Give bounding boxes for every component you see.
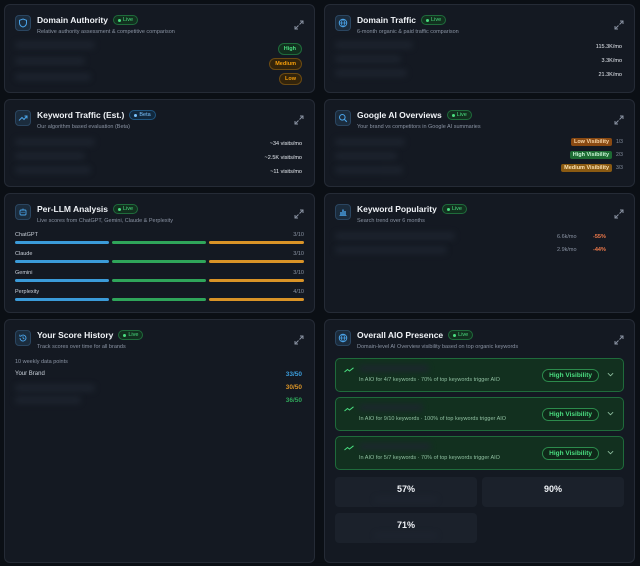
aio-row: Medium Visibility 3/3 [561,164,624,172]
card-subtitle: Search trend over 6 months [357,218,425,224]
card-title: Per-LLM Analysis [37,204,109,214]
aio-row-desc: In AIO for 5/7 keywords · 70% of top key… [359,455,500,461]
aio-stat-value: 90% [543,484,562,494]
llm-score: 4/10 [293,289,304,295]
score-value: 33/50 [285,371,302,378]
aio-keyword-row[interactable]: In AIO for 4/7 keywords · 70% of top key… [335,358,624,392]
aio-row-desc: In AIO for 9/10 keywords · 100% of top k… [359,416,507,422]
card-title: Domain Authority [37,15,108,25]
card-title: Domain Traffic [357,15,417,25]
expand-icon[interactable] [614,112,624,125]
expand-icon[interactable] [614,206,624,219]
score-value: 30/50 [285,384,302,391]
card-title: Google AI Overviews [357,110,442,120]
expand-icon[interactable] [614,332,624,345]
history-icon [15,330,31,346]
card-subtitle: Live scores from ChatGPT, Gemini, Claude… [37,218,174,224]
card-subtitle: 6-month organic & paid traffic compariso… [357,29,459,35]
keyword-traffic-card: Keyword Traffic (Est.) Beta Our algorith… [4,99,315,187]
aio-keyword-row[interactable]: In AIO for 5/7 keywords · 70% of top key… [335,436,624,470]
llm-name: Perplexity [15,289,40,295]
score-value: 36/50 [285,397,302,404]
level-medium: Medium [269,58,302,70]
level-low: Low [279,73,302,85]
bar-chart-icon [335,204,351,220]
card-title: Keyword Popularity [357,204,437,214]
aio-stat-box: 57% [335,477,477,507]
keyword-popularity-card: Keyword Popularity Live Search trend ove… [324,193,635,313]
llm-score: 3/10 [293,251,304,257]
live-badge: Live [421,15,447,25]
overall-aio-presence-card: Overall AIO Presence Live Domain-level A… [324,319,635,563]
per-llm-analysis-card: Per-LLM Analysis Live Live scores from C… [4,193,315,313]
llm-name: Gemini [15,270,33,276]
trend-up-icon [344,445,354,451]
aio-stat-value: 57% [396,484,415,494]
popularity-change: -55% [593,234,606,240]
card-subtitle: Our algorithm based evaluation (Beta) [37,124,130,130]
search-icon [335,110,351,126]
expand-icon[interactable] [294,112,304,125]
aio-stat-box: 71% [335,513,477,543]
visibility-pill: High Visibility [542,447,599,460]
card-title: Overall AIO Presence [357,330,444,340]
traffic-value: 3.3K/mo [601,58,622,64]
expand-icon[interactable] [294,206,304,219]
globe-icon [335,330,351,346]
live-badge: Live [113,15,139,25]
popularity-change: -44% [593,247,606,253]
live-badge: Live [446,110,472,120]
card-subtitle: Track scores over time for all brands [37,344,126,350]
visibility-pill: High Visibility [542,369,599,382]
aio-keyword-row[interactable]: In AIO for 9/10 keywords · 100% of top k… [335,397,624,431]
chevron-down-icon[interactable] [607,449,614,456]
card-subtitle: Your brand vs competitors in Google AI s… [357,124,481,130]
domain-traffic-card: Domain Traffic Live 6-month organic & pa… [324,4,635,93]
card-subtitle: Relative authority assessment & competit… [37,29,175,35]
robot-icon [15,204,31,220]
popularity-volume: 6.6k/mo [557,234,577,240]
trend-up-icon [344,406,354,412]
expand-icon[interactable] [614,17,624,30]
aio-stat-value: 71% [396,520,415,530]
card-subtitle: Domain-level AI Overview visibility base… [357,344,519,350]
shield-icon [15,15,31,31]
aio-stat-box: 90% [482,477,624,507]
chevron-down-icon[interactable] [607,410,614,417]
domain-authority-card: Domain Authority Live Relative authority… [4,4,315,93]
aio-row: Low Visibility 1/3 [570,138,624,146]
visibility-pill: High Visibility [542,408,599,421]
live-badge: Live [118,330,144,340]
traffic-value: 21.3K/mo [598,72,622,78]
beta-badge: Beta [129,110,156,120]
llm-score: 3/10 [293,270,304,276]
data-points-label: 10 weekly data points [15,359,68,365]
google-ai-overviews-card: Google AI Overviews Live Your brand vs c… [324,99,635,187]
aio-row-desc: In AIO for 4/7 keywords · 70% of top key… [359,377,500,383]
live-badge: Live [448,330,474,340]
live-badge: Live [441,204,467,214]
expand-icon[interactable] [294,17,304,30]
llm-name: ChatGPT [15,232,38,238]
brand-label: Your Brand [15,371,45,377]
trend-up-icon [344,367,354,373]
aio-row: High Visibility 2/3 [569,151,624,159]
visits-value: ~2.5K visits/mo [264,155,302,161]
level-high: High [277,43,302,55]
traffic-value: 115.3K/mo [595,44,622,50]
card-title: Your Score History [37,330,114,340]
chevron-down-icon[interactable] [607,371,614,378]
card-title: Keyword Traffic (Est.) [37,110,125,120]
llm-name: Claude [15,251,33,257]
expand-icon[interactable] [294,332,304,345]
llm-score: 3/10 [293,232,304,238]
score-history-card: Your Score History Live Track scores ove… [4,319,315,563]
globe-icon [335,15,351,31]
visits-value: ~11 visits/mo [270,169,302,175]
trend-up-icon [15,110,31,126]
visits-value: ~34 visits/mo [269,141,302,147]
popularity-volume: 2.9k/mo [557,247,577,253]
live-badge: Live [113,204,139,214]
